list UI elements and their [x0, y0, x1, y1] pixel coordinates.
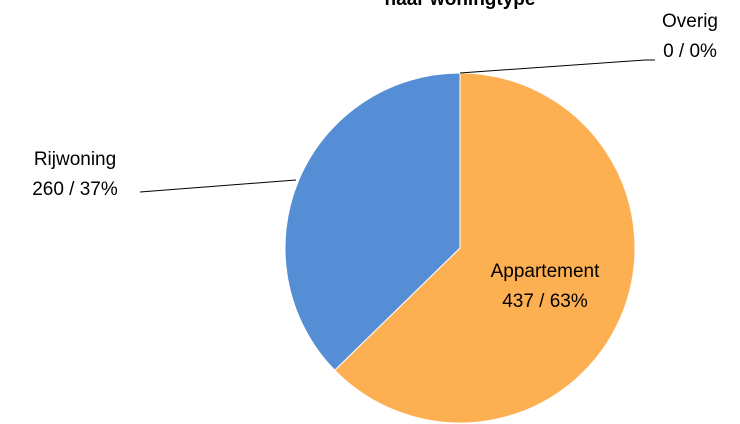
slice-label: Appartement	[491, 261, 601, 282]
slice-value-label: 0 / 0%	[663, 41, 717, 62]
slice-label: Rijwoning	[34, 149, 116, 170]
chart-title: naar woningtype	[385, 0, 536, 10]
leader-line	[139, 179, 297, 193]
leader-line	[459, 59, 655, 74]
slice-value-label: 260 / 37%	[32, 179, 118, 200]
slice-label: Overig	[662, 11, 718, 32]
pie-slice	[284, 72, 461, 371]
pie-slice	[334, 72, 636, 424]
slice-value-label: 437 / 63%	[502, 291, 588, 312]
